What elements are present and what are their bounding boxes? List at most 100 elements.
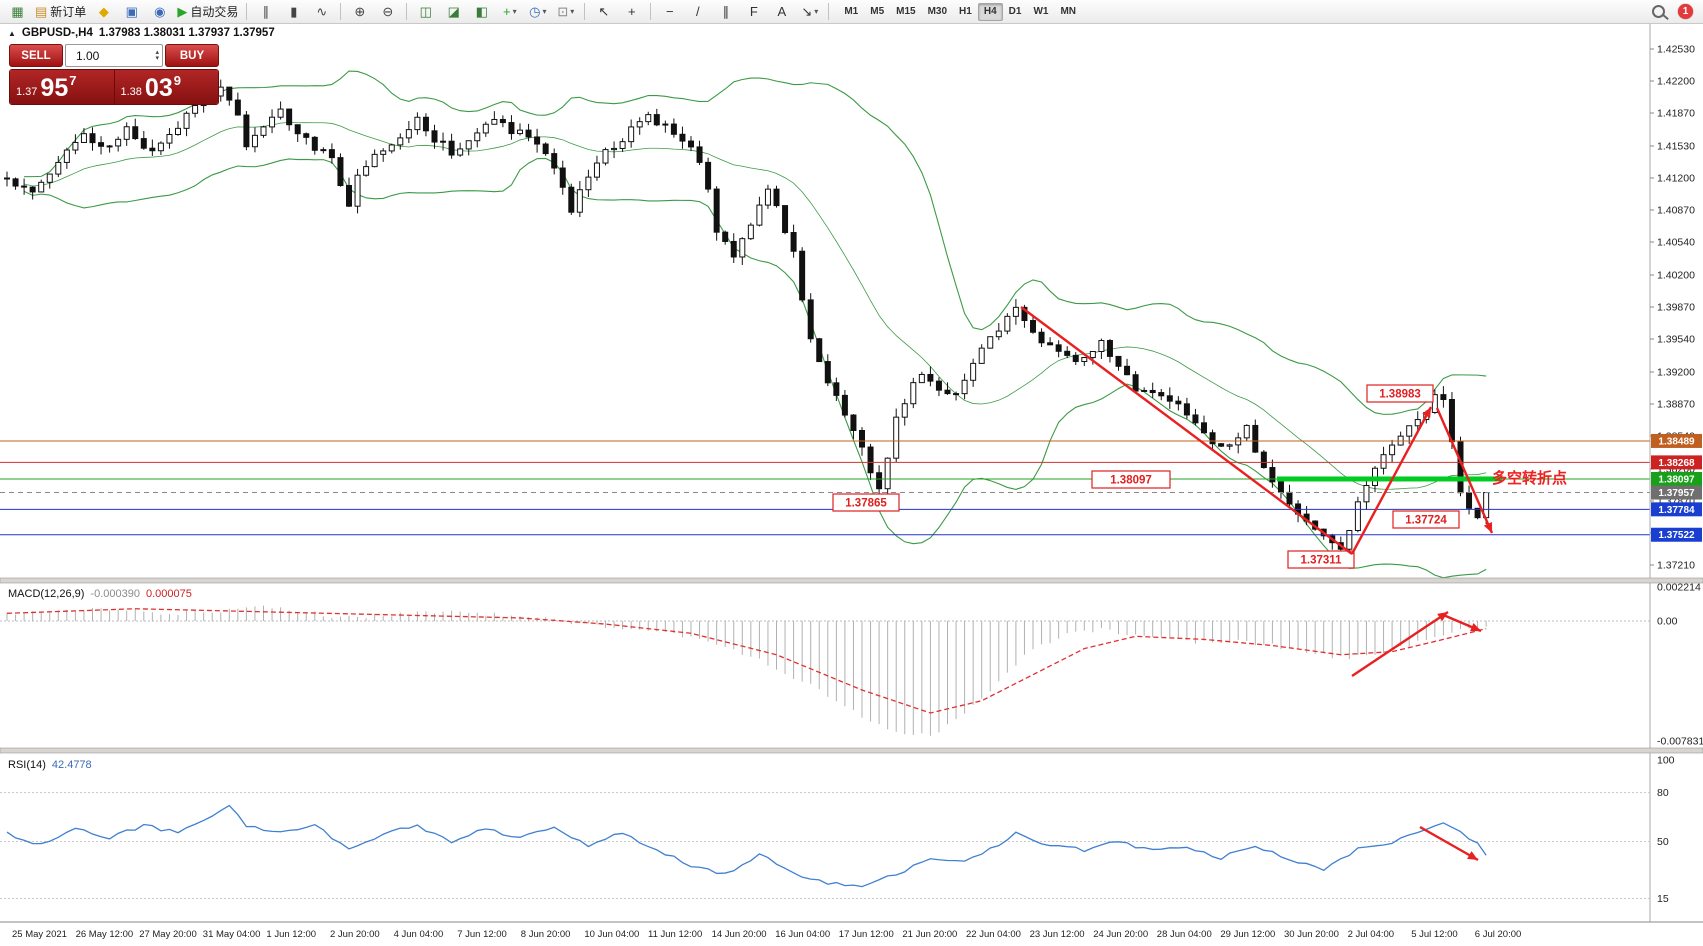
templates-button[interactable]: ⊡ ▾	[552, 1, 579, 23]
timeframe-mn-button[interactable]: MN	[1060, 5, 1076, 17]
candle	[4, 171, 10, 187]
timeframe-m1-button[interactable]: M1	[844, 5, 859, 17]
trendline-button[interactable]: /	[684, 1, 711, 23]
zoom-out-button[interactable]: ⊖	[374, 1, 401, 23]
time-label: 5 Jul 12:00	[1411, 929, 1457, 940]
candle	[311, 135, 318, 155]
new-order-button[interactable]: ▤ 新订单	[32, 1, 89, 23]
price-annotation[interactable]: 1.37311	[1287, 550, 1355, 569]
candle	[354, 168, 361, 214]
candle	[713, 186, 720, 241]
symbol-ohlc: 1.37983 1.38031 1.37937 1.37957	[98, 27, 275, 39]
time-label: 26 May 12:00	[76, 929, 134, 940]
candle	[294, 124, 301, 143]
candle	[978, 344, 985, 364]
time-axis-labels: 25 May 2021 26 May 12:00 27 May 20:00 31 Ma…	[12, 929, 1521, 940]
price-annotation[interactable]: 1.37724	[1392, 510, 1460, 529]
support-zone-line[interactable]	[1277, 476, 1502, 482]
notification-badge[interactable]: 1	[1678, 4, 1693, 19]
timeframe-w1-button[interactable]: W1	[1033, 5, 1049, 17]
candle	[388, 143, 395, 154]
price-tick-label: 1.41530	[1657, 140, 1695, 152]
timeframe-m15-button[interactable]: M15	[896, 5, 916, 17]
panel-separator[interactable]	[0, 747, 1703, 754]
candle	[371, 149, 378, 168]
symbol-header: ▲ GBPUSD-,H4 1.37983 1.38031 1.37937 1.3…	[8, 27, 275, 39]
bid-big-digits: 95	[40, 74, 69, 103]
ask-price[interactable]: 1.38 03 9	[113, 70, 218, 104]
price-annotation[interactable]: 1.38097	[1091, 470, 1171, 489]
candle	[346, 177, 352, 208]
panel-separator[interactable]	[0, 577, 1703, 584]
channel-button[interactable]: ∥	[712, 1, 739, 23]
data-window-button[interactable]: ◉	[146, 1, 173, 23]
candlestick-chart-type-button[interactable]: ▮	[280, 1, 307, 23]
candle	[1098, 338, 1105, 360]
price-annotation[interactable]: 1.37865	[832, 493, 900, 512]
volume-up-button[interactable]: ▴	[155, 48, 159, 56]
indicators-button[interactable]: + ▾	[496, 1, 523, 23]
ask-big-digits: 03	[144, 74, 173, 103]
svg-text:1.37957: 1.37957	[1658, 488, 1695, 499]
timeframe-h4-button[interactable]: H4	[977, 2, 1003, 21]
price-tick-label: 1.42200	[1657, 76, 1695, 88]
candle	[688, 136, 694, 152]
line-chart-type-button[interactable]: ∿	[308, 1, 335, 23]
volume-down-button[interactable]: ▾	[155, 54, 159, 62]
trend-arrow[interactable]	[1440, 612, 1482, 633]
timeframe-m30-button[interactable]: M30	[927, 5, 948, 17]
price-annotation[interactable]: 1.38983	[1366, 384, 1434, 403]
candle	[175, 121, 181, 136]
candle	[1201, 415, 1207, 434]
trend-arrow[interactable]	[1350, 406, 1433, 555]
turning-point-note[interactable]: 多空转折点	[1492, 469, 1567, 487]
ask-prefix: 1.38	[120, 86, 142, 98]
buy-button[interactable]: BUY	[165, 44, 219, 67]
arrows-button[interactable]: ↘ ▾	[796, 1, 823, 23]
text-label-button[interactable]: A	[768, 1, 795, 23]
candle	[1030, 315, 1036, 334]
trend-arrow[interactable]	[1435, 407, 1494, 534]
bar-chart-type-button[interactable]: ∥	[252, 1, 279, 23]
candle	[115, 136, 122, 152]
sell-button[interactable]: SELL	[9, 44, 63, 67]
candle	[226, 86, 233, 106]
candle	[1380, 446, 1387, 475]
candle	[183, 111, 190, 137]
candle	[1183, 397, 1190, 419]
candle	[1252, 419, 1259, 453]
fibonacci-button[interactable]: F	[740, 1, 767, 23]
search-icon[interactable]	[1652, 5, 1665, 18]
tile-windows-button[interactable]: ◫	[412, 1, 439, 23]
price-tick-label: 1.39540	[1657, 334, 1695, 346]
auto-arrange-button[interactable]: ◧	[468, 1, 495, 23]
zoom-in-button[interactable]: ⊕	[346, 1, 373, 23]
crosshair-button[interactable]: +	[618, 1, 645, 23]
candle	[756, 196, 763, 227]
new-chart-button[interactable]: ▦	[4, 1, 31, 23]
time-axis[interactable]	[0, 922, 1703, 946]
bid-price[interactable]: 1.37 95 7	[10, 70, 114, 104]
auto-trading-button[interactable]: ▶ 自动交易	[174, 1, 241, 23]
price-axis[interactable]	[1650, 24, 1703, 922]
timeframe-m5-button[interactable]: M5	[870, 5, 885, 17]
horizontal-line-button[interactable]: −	[656, 1, 683, 23]
candle	[653, 108, 660, 127]
price-tick-label: 1.39200	[1657, 366, 1695, 378]
market-depth-button[interactable]: ▣	[118, 1, 145, 23]
trend-arrow[interactable]	[1020, 306, 1353, 555]
timeframe-h1-button[interactable]: H1	[959, 5, 972, 17]
trend-arrow[interactable]	[1351, 611, 1449, 677]
svg-text:1.38268: 1.38268	[1658, 458, 1695, 469]
timeframe-d1-button[interactable]: D1	[1008, 5, 1022, 17]
candle	[1269, 459, 1276, 488]
candle	[149, 139, 156, 156]
profile-diamond-button[interactable]: ◆	[90, 1, 117, 23]
volume-field[interactable]: 1.00 ▴ ▾	[65, 44, 163, 67]
cascade-windows-button[interactable]: ◪	[440, 1, 467, 23]
periods-button[interactable]: ◷ ▾	[524, 1, 551, 23]
trend-arrow[interactable]	[1419, 825, 1479, 862]
cursor-button[interactable]: ↖	[590, 1, 617, 23]
candle	[1141, 387, 1148, 392]
